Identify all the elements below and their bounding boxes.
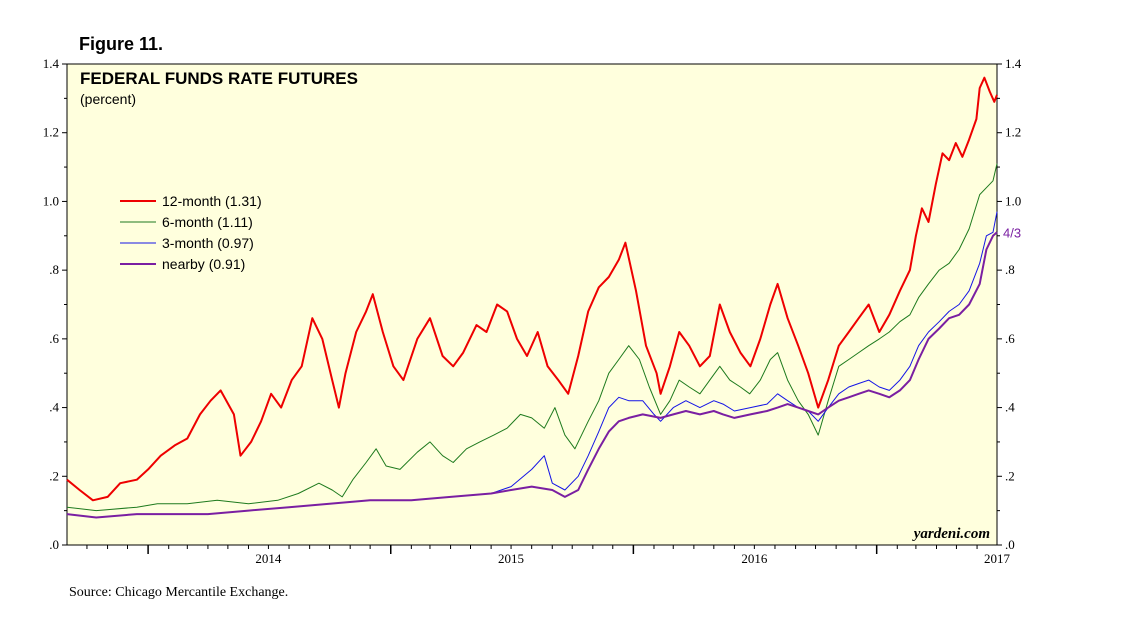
- source-note: Source: Chicago Mercantile Exchange.: [69, 585, 289, 600]
- y-tick-label-right: 1.0: [1005, 193, 1021, 208]
- y-axis-ticks: .0 .0 .2 .2 .4 .4 .6 .6 .8 .8 1.0 1.0 1.2 1.2 1.4 1.4: [43, 56, 1022, 552]
- y-tick-label-right: .8: [1005, 262, 1015, 277]
- plot-background: [66, 63, 998, 546]
- series-lines: [66, 76, 998, 519]
- chart-title: FEDERAL FUNDS RATE FUTURES: [80, 69, 358, 88]
- y-tick-label-left: 1.0: [43, 193, 59, 208]
- series-line-3: [66, 231, 998, 519]
- y-tick-label-left: 1.4: [43, 56, 60, 71]
- y-tick-label-right: 1.4: [1005, 56, 1022, 71]
- annotation-label: 4/3: [1003, 225, 1021, 240]
- series-line-0: [66, 76, 998, 502]
- legend-label: 12-month (1.31): [162, 193, 262, 209]
- brand-label: yardeni.com: [912, 526, 990, 542]
- y-tick-label-left: 1.2: [43, 125, 59, 140]
- chart-subtitle: (percent): [80, 91, 136, 107]
- figure-label: Figure 11.: [79, 34, 164, 54]
- legend-label: nearby (0.91): [162, 256, 245, 272]
- y-tick-label-left: .2: [49, 468, 59, 483]
- x-year-label: 2017: [984, 551, 1011, 566]
- y-tick-label-right: 1.2: [1005, 125, 1021, 140]
- series-line-1: [66, 163, 998, 512]
- y-tick-label-left: .8: [49, 262, 59, 277]
- x-year-label: 2016: [741, 551, 768, 566]
- x-year-label: 2015: [498, 551, 524, 566]
- legend-label: 3-month (0.97): [162, 235, 254, 251]
- y-tick-label-left: .6: [49, 331, 59, 346]
- y-tick-label-right: .2: [1005, 468, 1015, 483]
- y-tick-label-right: .6: [1005, 331, 1015, 346]
- y-tick-label-left: .0: [49, 537, 59, 552]
- legend-label: 6-month (1.11): [162, 214, 253, 230]
- y-tick-label-right: .4: [1005, 400, 1015, 415]
- y-tick-label-left: .4: [49, 400, 59, 415]
- legend: 12-month (1.31) 6-month (1.11) 3-month (0.…: [120, 193, 262, 272]
- x-axis-ticks: 2014 2015 2016 2017: [86, 545, 1011, 566]
- y-tick-label-right: .0: [1005, 537, 1015, 552]
- x-year-label: 2014: [255, 551, 282, 566]
